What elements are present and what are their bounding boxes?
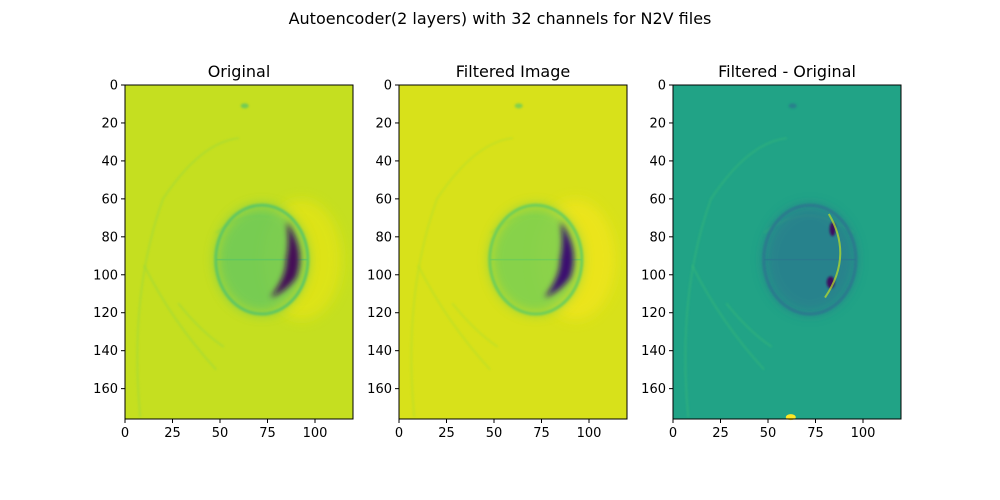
x-tick-label: 100 xyxy=(303,426,328,441)
axes-frame xyxy=(672,84,902,420)
y-tick-label: 0 xyxy=(110,79,118,94)
y-tick-label: 80 xyxy=(649,230,666,245)
x-tick-label: 25 xyxy=(712,426,729,441)
x-axis: 0 25 50 75 100 xyxy=(669,419,876,441)
y-tick-label: 160 xyxy=(367,382,392,397)
y-tick-label: 40 xyxy=(375,154,392,169)
y-tick-label: 100 xyxy=(641,268,666,283)
x-tick-label: 75 xyxy=(533,426,550,441)
x-axis: 0 25 50 75 100 xyxy=(395,419,602,441)
y-tick-label: 60 xyxy=(101,192,118,207)
x-tick-label: 100 xyxy=(577,426,602,441)
x-tick-label: 50 xyxy=(760,426,777,441)
top-spot xyxy=(240,103,249,109)
arc-line xyxy=(417,264,491,371)
x-axis: 0 25 50 75 100 xyxy=(121,419,328,441)
y-tick-label: 80 xyxy=(375,230,392,245)
y-tick-label: 140 xyxy=(367,344,392,359)
figure-suptitle: Autoencoder(2 layers) with 32 channels f… xyxy=(289,9,712,28)
y-tick-label: 0 xyxy=(658,79,666,94)
y-tick-label: 140 xyxy=(93,344,118,359)
x-tick-label: 50 xyxy=(486,426,503,441)
heatmap-image xyxy=(125,85,353,419)
top-spot xyxy=(788,103,797,109)
x-tick-label: 75 xyxy=(259,426,276,441)
panel-original: Original 0 25 50 75 100 0 20 40 60 80 100 120 140 16… xyxy=(93,62,354,441)
panel-filtered-image: Filtered Image 0 25 50 75 100 0 20 40 60 80 100 12… xyxy=(367,62,628,441)
y-tick-label: 160 xyxy=(641,382,666,397)
axes-frame xyxy=(398,84,628,420)
x-tick-label: 75 xyxy=(807,426,824,441)
ring-highlight xyxy=(824,213,842,299)
y-tick-label: 100 xyxy=(93,268,118,283)
x-tick-label: 50 xyxy=(212,426,229,441)
y-tick-label: 60 xyxy=(375,192,392,207)
x-tick-label: 25 xyxy=(164,426,181,441)
heatmap-image xyxy=(399,85,627,419)
y-tick-label: 120 xyxy=(641,306,666,321)
x-tick-label: 25 xyxy=(438,426,455,441)
arc-line xyxy=(410,137,514,418)
top-spot xyxy=(514,103,523,109)
y-tick-label: 100 xyxy=(367,268,392,283)
panel-difference: Filtered - Original 0 25 50 75 100 0 20 40 60 80… xyxy=(641,62,902,441)
y-axis: 0 20 40 60 80 100 120 140 160 xyxy=(641,79,673,397)
y-tick-label: 160 xyxy=(93,382,118,397)
y-tick-label: 60 xyxy=(649,192,666,207)
x-tick-label: 0 xyxy=(669,426,677,441)
panel-title: Filtered - Original xyxy=(718,62,856,81)
dark-crescent xyxy=(270,221,300,298)
axes-frame xyxy=(124,84,354,420)
panel-title: Filtered Image xyxy=(456,62,570,81)
dark-crescent xyxy=(544,221,574,298)
arc-line xyxy=(684,137,788,418)
y-tick-label: 120 xyxy=(93,306,118,321)
arc-line xyxy=(691,264,765,371)
heatmap-image xyxy=(673,85,901,421)
x-tick-label: 0 xyxy=(395,426,403,441)
x-tick-label: 0 xyxy=(121,426,129,441)
x-tick-label: 100 xyxy=(851,426,876,441)
y-axis: 0 20 40 60 80 100 120 140 160 xyxy=(367,79,399,397)
y-tick-label: 80 xyxy=(101,230,118,245)
arc-line xyxy=(725,302,773,348)
y-tick-label: 40 xyxy=(649,154,666,169)
y-tick-label: 20 xyxy=(375,116,392,131)
panel-title: Original xyxy=(208,62,271,81)
y-tick-label: 140 xyxy=(641,344,666,359)
y-tick-label: 20 xyxy=(101,116,118,131)
arc-line xyxy=(451,302,499,348)
arc-line xyxy=(177,302,225,348)
arc-line xyxy=(136,137,240,418)
y-tick-label: 0 xyxy=(384,79,392,94)
y-tick-label: 40 xyxy=(101,154,118,169)
y-axis: 0 20 40 60 80 100 120 140 160 xyxy=(93,79,125,397)
arc-line xyxy=(143,264,217,371)
y-tick-label: 120 xyxy=(367,306,392,321)
y-tick-label: 20 xyxy=(649,116,666,131)
